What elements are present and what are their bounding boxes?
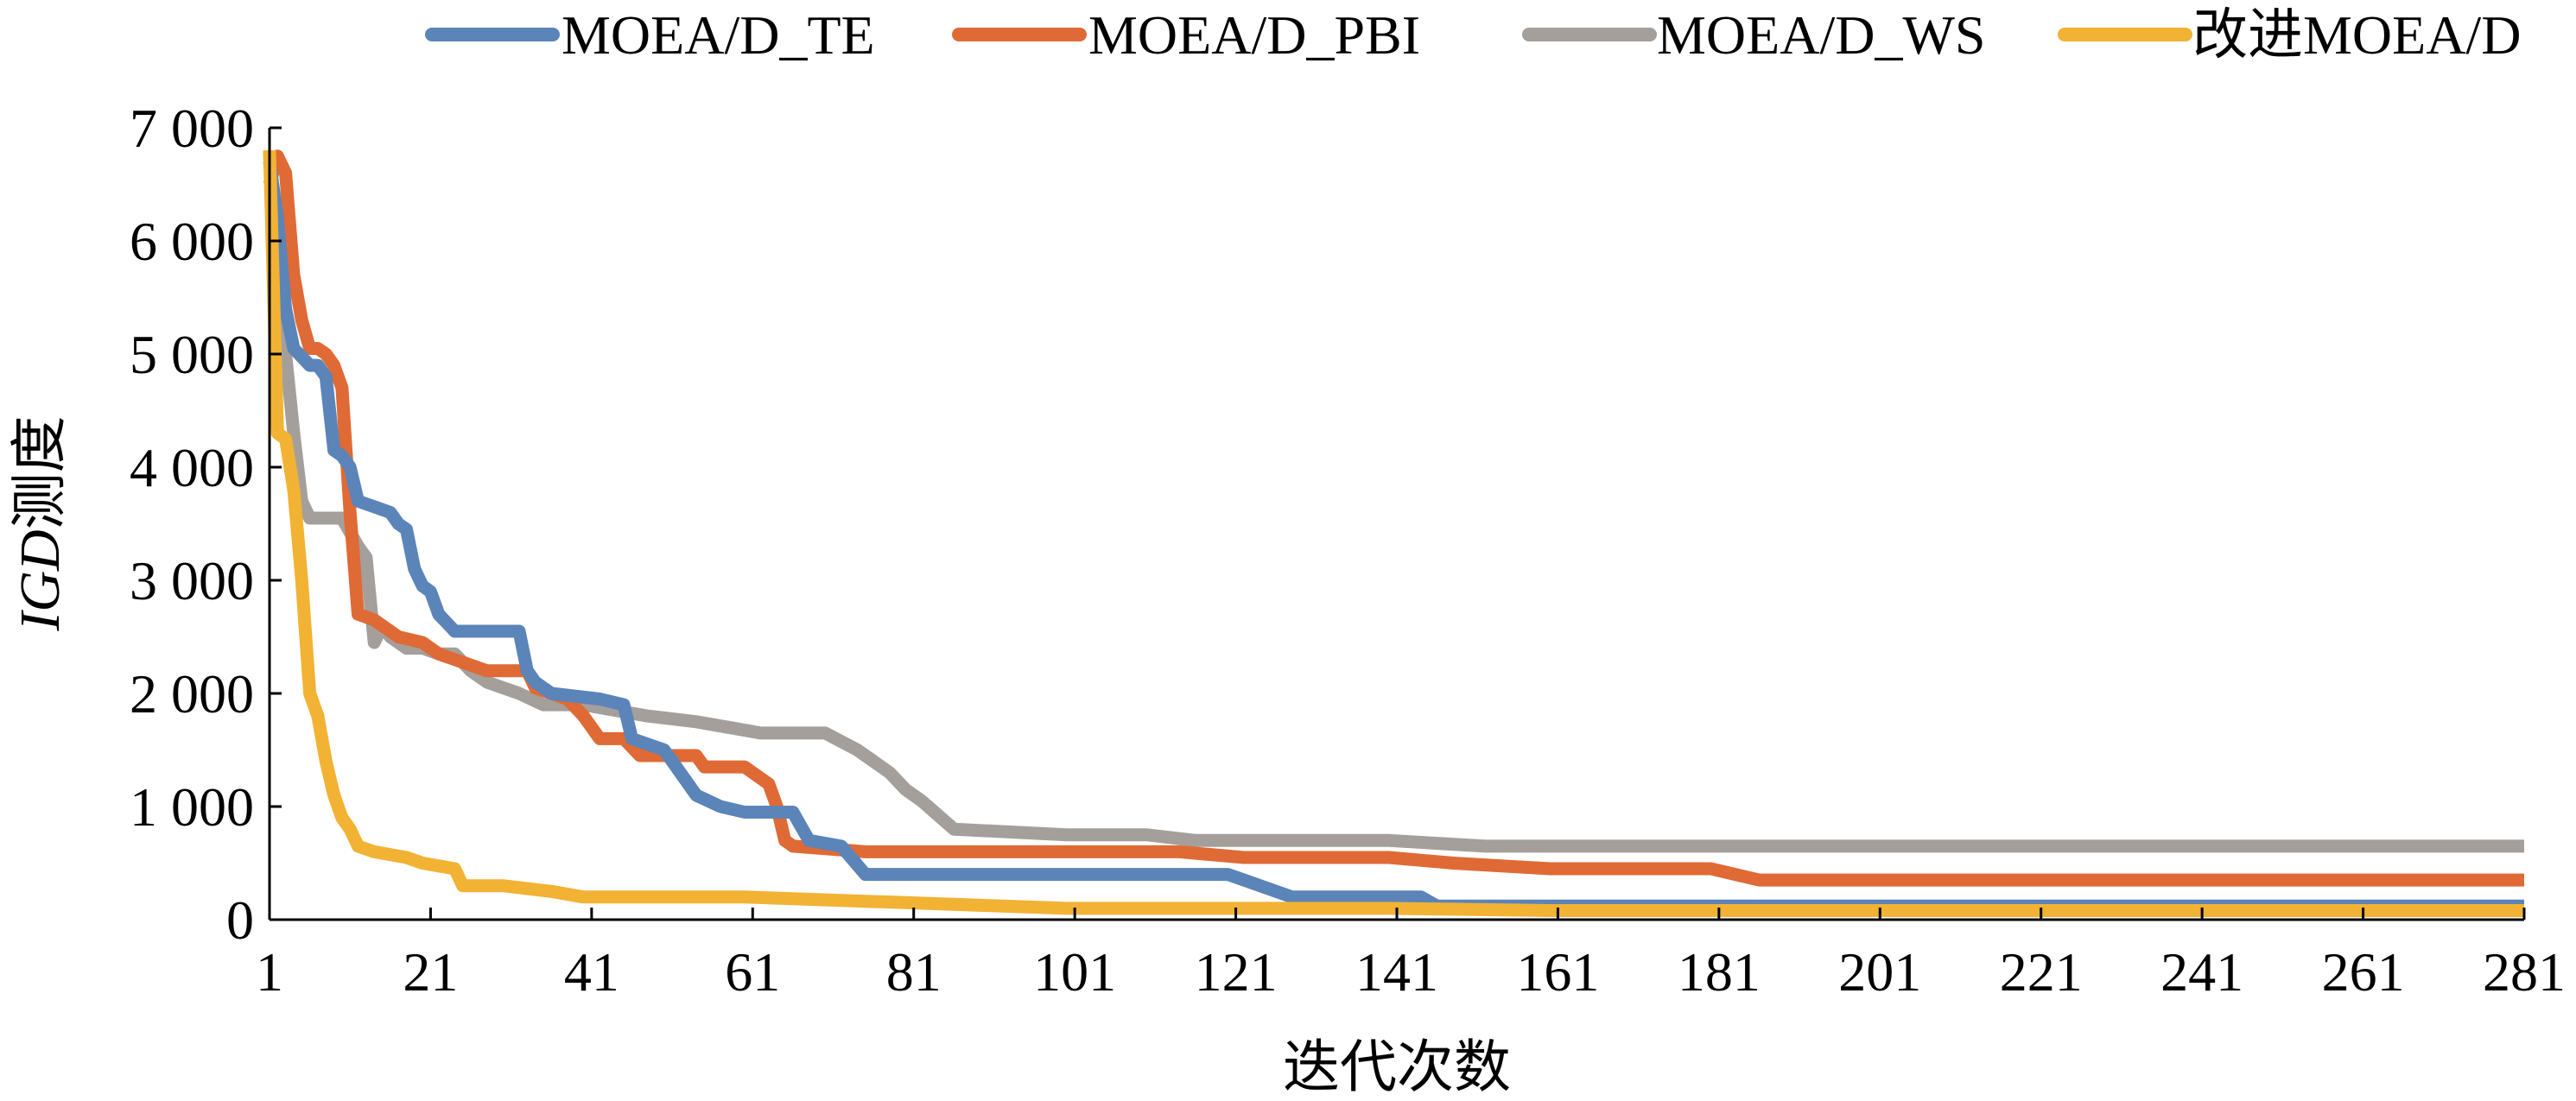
x-tick-label: 1 (256, 941, 283, 1003)
x-tick-label: 61 (725, 941, 780, 1003)
series-line-te (263, 161, 2524, 913)
axes (268, 128, 2524, 921)
legend-item-te: MOEA/D_TE (425, 4, 875, 66)
legend-label-ws: MOEA/D_WS (1657, 4, 1985, 66)
series-line-improved (263, 149, 2524, 917)
x-axis-ticks: 1 21 41 61 81 101 121 141 161 181 201 221 241 261 281 (256, 908, 2566, 1003)
x-tick-label: 161 (1516, 941, 1599, 1003)
x-tick-label: 261 (2322, 941, 2405, 1003)
y-tick-label: 5 000 (130, 324, 254, 385)
y-axis-title-italic: IGD (9, 529, 72, 631)
x-tick-label: 21 (403, 941, 458, 1003)
y-tick-label: 7 000 (130, 98, 254, 159)
y-tick-label: 3 000 (130, 550, 254, 611)
y-axis-title-rest: 测度 (9, 415, 72, 529)
x-tick-label: 101 (1033, 941, 1116, 1003)
series-line-ws (263, 149, 2524, 853)
legend-label-te: MOEA/D_TE (562, 4, 875, 66)
x-axis-title: 迭代次数 (1283, 1036, 1511, 1099)
x-tick-label: 281 (2483, 941, 2566, 1003)
x-tick-label: 121 (1195, 941, 1278, 1003)
y-axis-title: IGD测度 (9, 415, 72, 631)
y-tick-label: 4 000 (130, 437, 254, 498)
x-tick-label: 181 (1678, 941, 1761, 1003)
x-tick-label: 41 (564, 941, 619, 1003)
legend-item-improved: 改进MOEA/D (2058, 4, 2521, 66)
x-tick-label: 221 (2000, 941, 2083, 1003)
legend-label-pbi: MOEA/D_PBI (1088, 4, 1420, 66)
x-tick-label: 241 (2160, 941, 2243, 1003)
y-tick-label: 2 000 (130, 663, 254, 725)
legend-label-improved: 改进MOEA/D (2192, 4, 2521, 66)
x-tick-label: 201 (1838, 941, 1921, 1003)
y-tick-label: 1 000 (130, 776, 254, 838)
y-tick-label: 6 000 (130, 211, 254, 272)
y-tick-label: 0 (226, 889, 254, 951)
y-axis-ticks: 0 1 000 2 000 3 000 4 000 5 000 6 000 7 000 (130, 98, 282, 951)
legend: MOEA/D_TE MOEA/D_PBI MOEA/D_WS 改进MOEA/D (425, 4, 2521, 66)
series-lines (263, 149, 2524, 917)
x-tick-label: 81 (886, 941, 942, 1003)
series-line-pbi (263, 149, 2524, 887)
legend-item-ws: MOEA/D_WS (1522, 4, 1985, 66)
legend-item-pbi: MOEA/D_PBI (952, 4, 1420, 66)
x-tick-label: 141 (1355, 941, 1438, 1003)
